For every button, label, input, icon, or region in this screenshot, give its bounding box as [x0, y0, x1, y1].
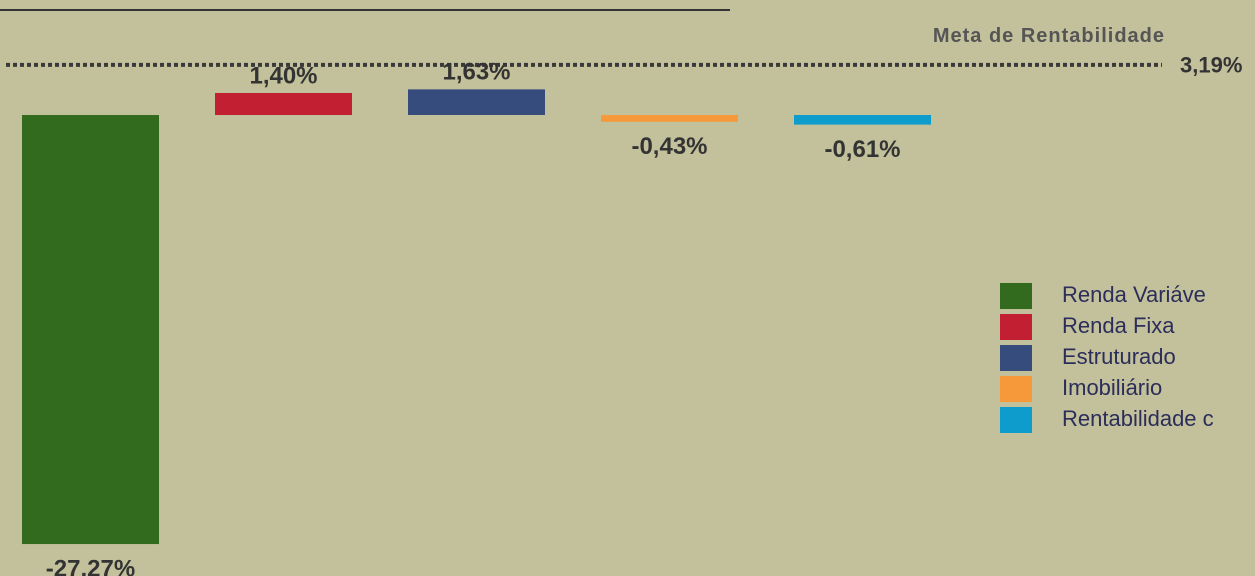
- value-label: -0,43%: [631, 133, 707, 160]
- target-value: 3,19%: [1180, 53, 1242, 78]
- legend-swatch: [1000, 407, 1032, 433]
- value-label: -27,27%: [46, 555, 135, 576]
- bar: [601, 115, 738, 122]
- value-label: 1,40%: [249, 62, 317, 89]
- legend-swatch: [1000, 376, 1032, 402]
- legend-label: Renda Variáve: [1062, 282, 1206, 307]
- legend-swatch: [1000, 314, 1032, 340]
- target-label: Meta de Rentabilidade: [933, 25, 1165, 47]
- legend-swatch: [1000, 345, 1032, 371]
- legend-label: Imobiliário: [1062, 375, 1162, 400]
- bar: [215, 92, 352, 116]
- legend-label: Estruturado: [1062, 344, 1176, 369]
- legend-swatch: [1000, 283, 1032, 309]
- value-label: -0,61%: [824, 136, 900, 163]
- bar: [22, 115, 159, 545]
- legend-label: Renda Fixa: [1062, 313, 1175, 338]
- bar: [408, 89, 545, 116]
- value-label: 1,63%: [442, 59, 510, 86]
- legend-label: Rentabilidade c: [1062, 406, 1214, 431]
- bar: [794, 115, 931, 125]
